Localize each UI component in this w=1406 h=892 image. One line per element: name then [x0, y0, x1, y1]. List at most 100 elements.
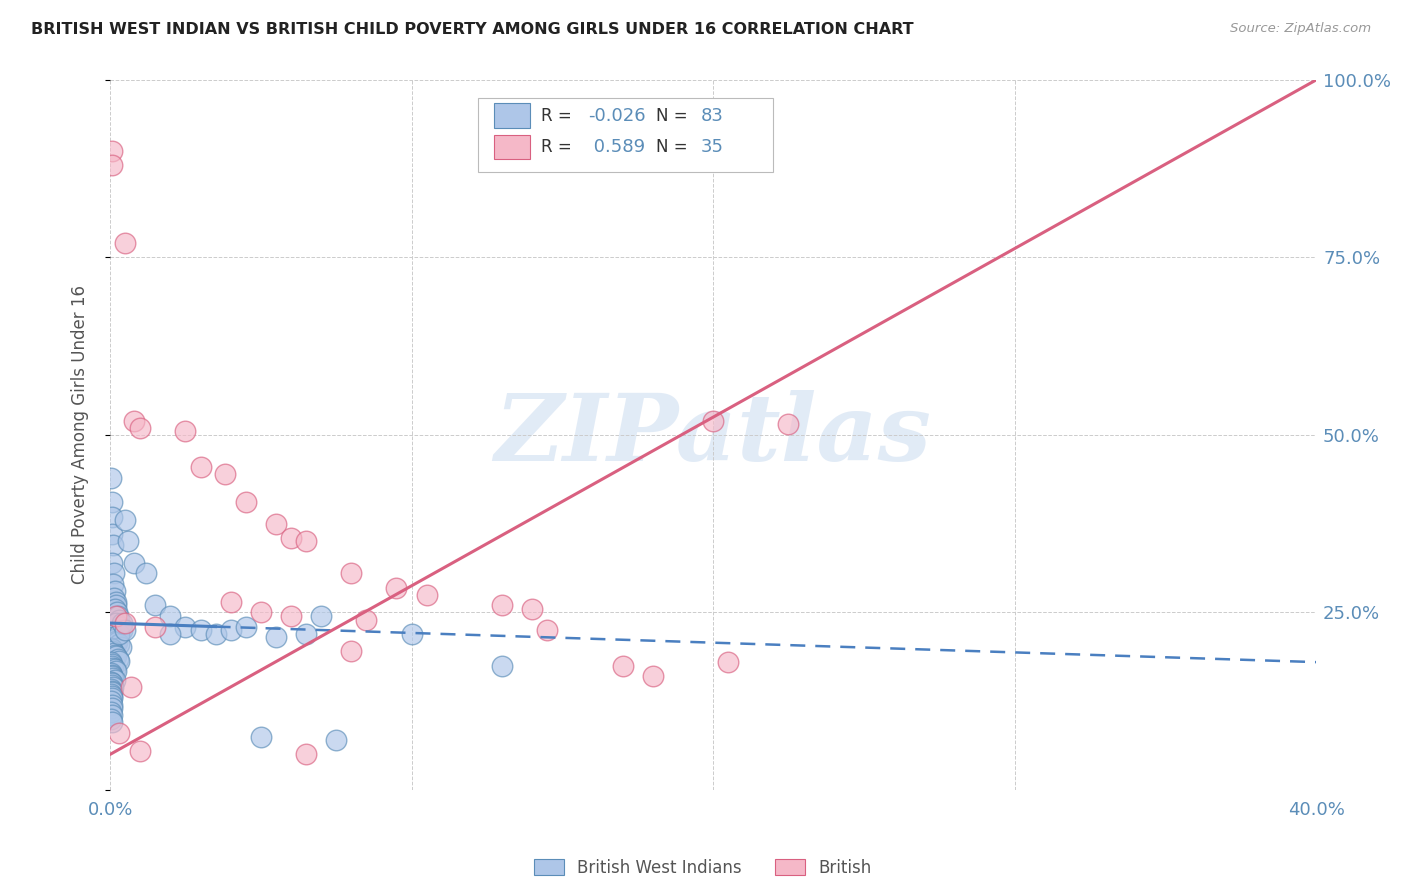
Point — [100, 509, 122, 524]
Point — [250, 730, 273, 744]
Point — [122, 556, 145, 570]
Point — [204, 626, 226, 640]
Point — [101, 644, 124, 658]
Point — [295, 626, 318, 640]
Point — [108, 626, 131, 640]
Point — [129, 744, 152, 758]
Y-axis label: Child Poverty Among Girls Under 16: Child Poverty Among Girls Under 16 — [72, 285, 89, 584]
Point — [104, 673, 127, 687]
Text: N =: N = — [657, 107, 693, 125]
Point — [100, 144, 122, 158]
Point — [100, 655, 122, 669]
Point — [295, 534, 318, 549]
Point — [108, 654, 131, 668]
Point — [122, 414, 145, 428]
Point — [100, 712, 122, 726]
Point — [100, 708, 122, 723]
Point — [214, 467, 236, 481]
Point — [100, 698, 122, 712]
Point — [641, 669, 664, 683]
Point — [103, 591, 125, 606]
Text: ZIPatlas: ZIPatlas — [495, 390, 932, 480]
Point — [235, 495, 257, 509]
Bar — [494, 103, 530, 128]
Point — [104, 662, 127, 676]
Point — [612, 658, 634, 673]
Point — [101, 701, 124, 715]
Point — [114, 513, 136, 527]
Text: N =: N = — [657, 138, 693, 156]
Text: Source: ZipAtlas.com: Source: ZipAtlas.com — [1230, 22, 1371, 36]
Point — [105, 599, 128, 613]
Point — [100, 687, 122, 701]
Point — [100, 470, 122, 484]
Point — [159, 609, 181, 624]
Point — [100, 715, 122, 730]
Text: 83: 83 — [702, 107, 724, 125]
Point — [100, 626, 122, 640]
Point — [104, 584, 127, 599]
Point — [401, 626, 423, 640]
Point — [415, 588, 437, 602]
Point — [280, 609, 302, 624]
Point — [264, 630, 287, 644]
Point — [295, 747, 318, 762]
Point — [101, 690, 124, 705]
Point — [101, 556, 124, 570]
Point — [101, 669, 124, 683]
Point — [100, 676, 122, 690]
Point — [104, 602, 127, 616]
Bar — [478, 98, 773, 172]
Point — [101, 685, 124, 699]
Point — [108, 726, 131, 740]
Point — [190, 459, 212, 474]
Point — [107, 609, 129, 624]
Point — [143, 599, 166, 613]
Point — [100, 675, 122, 690]
Point — [100, 657, 122, 671]
Point — [100, 694, 122, 708]
Point — [159, 626, 181, 640]
Point — [702, 414, 724, 428]
Point — [103, 646, 125, 660]
Point — [340, 566, 363, 581]
Point — [536, 623, 558, 637]
Point — [105, 606, 128, 620]
Point — [110, 619, 132, 633]
Point — [340, 644, 363, 658]
Point — [135, 566, 157, 581]
Point — [107, 623, 129, 637]
Point — [190, 623, 212, 637]
Point — [101, 680, 124, 694]
Point — [325, 733, 347, 747]
Point — [174, 619, 197, 633]
Point — [105, 649, 128, 664]
Point — [219, 623, 242, 637]
Text: -0.026: -0.026 — [588, 107, 645, 125]
Point — [101, 678, 124, 692]
Text: BRITISH WEST INDIAN VS BRITISH CHILD POVERTY AMONG GIRLS UNDER 16 CORRELATION CH: BRITISH WEST INDIAN VS BRITISH CHILD POV… — [31, 22, 914, 37]
Point — [101, 527, 124, 541]
Point — [309, 609, 332, 624]
Point — [120, 680, 142, 694]
Point — [114, 623, 136, 637]
Point — [778, 417, 800, 432]
Point — [717, 655, 740, 669]
Point — [100, 683, 122, 698]
Point — [105, 609, 128, 624]
Point — [250, 606, 273, 620]
Point — [101, 577, 124, 591]
Point — [101, 158, 124, 172]
Point — [107, 651, 129, 665]
Point — [105, 635, 128, 649]
Point — [174, 425, 197, 439]
Point — [101, 658, 124, 673]
Bar — [494, 135, 530, 160]
Point — [107, 637, 129, 651]
Point — [143, 619, 166, 633]
Point — [100, 668, 122, 682]
Point — [100, 689, 122, 703]
Point — [114, 616, 136, 631]
Point — [100, 682, 122, 697]
Point — [105, 616, 128, 631]
